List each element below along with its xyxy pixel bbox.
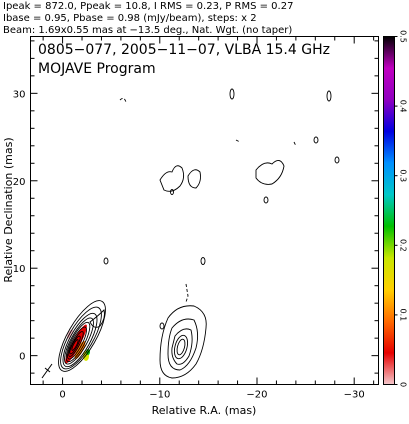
y-tick-label: 0 bbox=[19, 352, 25, 363]
jet-contour-small bbox=[159, 322, 165, 330]
chart-subtitle: MOJAVE Program bbox=[38, 61, 156, 77]
upper-knot-a2 bbox=[187, 169, 201, 189]
jet-contour-1 bbox=[159, 305, 207, 379]
colorbar bbox=[383, 36, 395, 385]
y-axis-label: Relative Declination (mas) bbox=[2, 137, 15, 282]
knot-contour-10mas bbox=[103, 257, 109, 265]
colorbar-ticks: 0 0.1 0.2 0.3 0.4 0.5 bbox=[394, 30, 408, 387]
negative-contour-right bbox=[293, 141, 297, 147]
core-contour-1 bbox=[58, 300, 106, 372]
core-contour-3 bbox=[62, 312, 98, 368]
upper-knot-a bbox=[159, 165, 185, 192]
negative-contour-top bbox=[119, 97, 127, 103]
core-contour-4 bbox=[64, 317, 94, 365]
x-tick-label: −30 bbox=[344, 390, 365, 401]
x-tick-label: −20 bbox=[246, 390, 267, 401]
knot-contour-small bbox=[170, 189, 174, 195]
jet-negative-contour bbox=[185, 283, 189, 303]
chart-title: 0805−077, 2005−11−07, VLBA 15.4 GHz bbox=[38, 42, 330, 58]
core-contour-2 bbox=[60, 306, 102, 370]
header-line-2: Ibase = 0.95, Pbase = 0.98 (mJy/beam), s… bbox=[3, 13, 257, 24]
core-extension-contour bbox=[89, 309, 105, 328]
negative-contour-mid bbox=[235, 139, 241, 143]
colorbar-tick-label: 0.2 bbox=[399, 239, 408, 252]
upper-knot-b bbox=[255, 160, 285, 185]
knot-far-right bbox=[334, 156, 340, 164]
knot-contour-10mas-b bbox=[200, 257, 206, 265]
header-line-3: Beam: 1.69x0.55 mas at −13.5 deg., Nat. … bbox=[3, 25, 292, 36]
upper-knot-b-small bbox=[263, 196, 269, 204]
knot-right-mid bbox=[313, 136, 319, 144]
x-axis-label: Relative R.A. (mas) bbox=[152, 404, 257, 417]
header-line-1: Ipeak = 872.0, Ppeak = 10.8, I RMS = 0.2… bbox=[3, 1, 293, 12]
x-tick-label: −10 bbox=[149, 390, 170, 401]
colorbar-tick-label: 0.5 bbox=[399, 30, 408, 43]
core-contour-9 bbox=[71, 339, 79, 351]
core-contour-5 bbox=[65, 321, 91, 363]
core-contour-7 bbox=[68, 331, 84, 357]
beam-cross bbox=[41, 363, 53, 379]
jet-contour-4 bbox=[173, 334, 189, 360]
contour-layer bbox=[41, 88, 340, 379]
y-tick-label: 30 bbox=[13, 89, 26, 100]
top-knot bbox=[229, 88, 235, 100]
jet-contour-5 bbox=[176, 338, 186, 356]
jet-contour-3 bbox=[171, 328, 193, 365]
core-contour-6 bbox=[67, 326, 87, 360]
top-knot-right bbox=[326, 90, 332, 102]
colorbar-tick-label: 0.1 bbox=[399, 309, 408, 322]
plot-frame bbox=[30, 36, 379, 385]
colorbar-tick-label: 0.4 bbox=[399, 100, 408, 113]
axis-ticks: 0 −10 −20 −30 0 10 20 30 bbox=[13, 36, 379, 401]
core-contour-8 bbox=[69, 335, 81, 355]
y-tick-label: 10 bbox=[13, 264, 26, 275]
jet-contour-2 bbox=[167, 318, 199, 371]
colorbar-tick-label: 0 bbox=[399, 382, 408, 387]
colorbar-tick-label: 0.3 bbox=[399, 169, 408, 182]
x-tick-label: 0 bbox=[59, 390, 65, 401]
y-tick-label: 20 bbox=[13, 177, 26, 188]
